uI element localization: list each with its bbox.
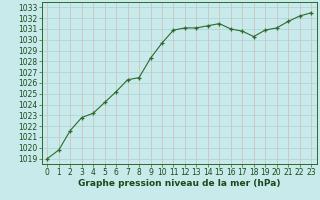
X-axis label: Graphe pression niveau de la mer (hPa): Graphe pression niveau de la mer (hPa) bbox=[78, 179, 280, 188]
